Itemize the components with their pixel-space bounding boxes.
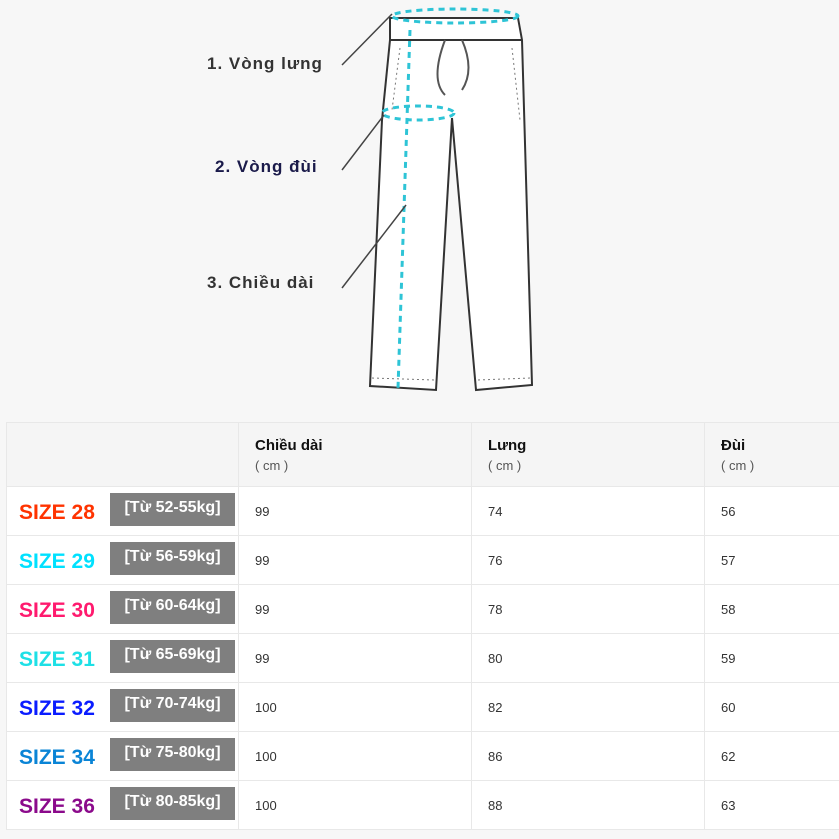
size-label: SIZE 31 (19, 648, 95, 671)
size-cell: SIZE 32 [Từ 70-74kg] (6, 682, 239, 732)
length-cell: 99 (238, 486, 472, 536)
waist-cell: 76 (471, 535, 705, 585)
weight-badge: [Từ 80-85kg] (110, 787, 235, 820)
waist-cell: 80 (471, 633, 705, 683)
waist-cell: 78 (471, 584, 705, 634)
weight-badge: [Từ 60-64kg] (110, 591, 235, 624)
size-label: SIZE 28 (19, 501, 95, 524)
table-row: SIZE 28 [Từ 52-55kg] 99 74 56 (6, 486, 839, 536)
label-waist: 1. Vòng lưng (207, 54, 323, 73)
length-cell: 100 (238, 780, 472, 830)
size-cell: SIZE 31 [Từ 65-69kg] (6, 633, 239, 683)
weight-badge: [Từ 52-55kg] (110, 493, 235, 526)
length-cell: 100 (238, 731, 472, 781)
thigh-cell: 63 (704, 780, 839, 830)
table-row: SIZE 29 [Từ 56-59kg] 99 76 57 (6, 535, 839, 585)
weight-badge: [Từ 65-69kg] (110, 640, 235, 673)
size-cell: SIZE 36 [Từ 80-85kg] (6, 780, 239, 830)
table-row: SIZE 31 [Từ 65-69kg] 99 80 59 (6, 633, 839, 683)
table-row: SIZE 36 [Từ 80-85kg] 100 88 63 (6, 780, 839, 830)
table-row: SIZE 30 [Từ 60-64kg] 99 78 58 (6, 584, 839, 634)
length-cell: 99 (238, 633, 472, 683)
weight-badge: [Từ 56-59kg] (110, 542, 235, 575)
table-header: Chiều dài( cm ) Lưng( cm ) Đùi( cm ) (6, 422, 839, 487)
size-label: SIZE 32 (19, 697, 95, 720)
pants-illustration (341, 7, 534, 392)
header-length: Chiều dài( cm ) (238, 422, 472, 487)
size-cell: SIZE 30 [Từ 60-64kg] (6, 584, 239, 634)
thigh-cell: 57 (704, 535, 839, 585)
thigh-cell: 58 (704, 584, 839, 634)
size-label: SIZE 29 (19, 550, 95, 573)
waist-cell: 86 (471, 731, 705, 781)
header-empty (6, 422, 239, 487)
thigh-cell: 59 (704, 633, 839, 683)
label-thigh: 2. Vòng đùi (215, 157, 318, 176)
waist-cell: 88 (471, 780, 705, 830)
header-waist: Lưng( cm ) (471, 422, 705, 487)
thigh-cell: 62 (704, 731, 839, 781)
size-cell: SIZE 28 [Từ 52-55kg] (6, 486, 239, 536)
weight-badge: [Từ 70-74kg] (110, 689, 235, 722)
size-label: SIZE 30 (19, 599, 95, 622)
header-thigh: Đùi( cm ) (704, 422, 839, 487)
size-table: Chiều dài( cm ) Lưng( cm ) Đùi( cm ) SIZ… (6, 422, 839, 830)
thigh-cell: 60 (704, 682, 839, 732)
length-cell: 99 (238, 584, 472, 634)
length-cell: 99 (238, 535, 472, 585)
weight-badge: [Từ 75-80kg] (110, 738, 235, 771)
waist-cell: 82 (471, 682, 705, 732)
label-length: 3. Chiều dài (207, 273, 315, 292)
size-cell: SIZE 29 [Từ 56-59kg] (6, 535, 239, 585)
size-label: SIZE 36 (19, 795, 95, 818)
size-cell: SIZE 34 [Từ 75-80kg] (6, 731, 239, 781)
pants-diagram: 1. Vòng lưng 2. Vòng đùi 3. Chiều dài (207, 7, 534, 392)
size-label: SIZE 34 (19, 746, 95, 769)
table-row: SIZE 34 [Từ 75-80kg] 100 86 62 (6, 731, 839, 781)
length-cell: 100 (238, 682, 472, 732)
table-row: SIZE 32 [Từ 70-74kg] 100 82 60 (6, 682, 839, 732)
thigh-cell: 56 (704, 486, 839, 536)
waist-cell: 74 (471, 486, 705, 536)
